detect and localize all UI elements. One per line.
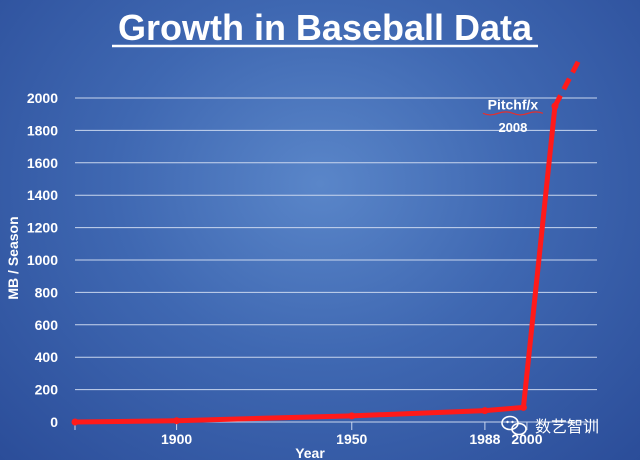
x-tick-label: 1950 <box>336 431 367 447</box>
x-tick-label: 1900 <box>161 431 192 447</box>
data-point <box>519 403 527 411</box>
annotation-label: Pitchf/x <box>488 96 539 112</box>
data-point <box>173 417 181 425</box>
x-axis-title: Year <box>295 445 325 460</box>
chart-title: Growth in Baseball Data <box>118 7 533 48</box>
series-polyline <box>72 103 558 425</box>
y-tick-label: 1800 <box>27 122 58 138</box>
y-tick-label: 1200 <box>27 220 58 236</box>
watermark-text: 数艺智训 <box>535 417 599 436</box>
y-tick-label: 0 <box>50 414 58 430</box>
data-point <box>481 407 489 415</box>
data-point <box>348 412 356 420</box>
grid-lines <box>75 97 597 423</box>
projection-line <box>552 57 582 108</box>
x-tick-labels: 1900 1950 1988 2000 <box>74 422 543 447</box>
wechat-icon <box>501 415 527 436</box>
watermark: 数艺智训 <box>501 415 599 436</box>
y-tick-label: 200 <box>35 382 59 398</box>
y-tick-label: 1600 <box>27 155 58 171</box>
y-tick-label: 1000 <box>27 252 58 268</box>
y-tick-label: 600 <box>35 317 59 333</box>
y-tick-label: 2000 <box>27 90 58 106</box>
y-axis-title: MB / Season <box>5 216 21 299</box>
y-tick-label: 800 <box>35 284 59 300</box>
annotation-underline <box>482 111 544 116</box>
series-line <box>71 57 582 426</box>
x-tick-label: 1988 <box>469 431 500 447</box>
data-point <box>71 418 79 426</box>
annotations: Pitchf/x 2008 <box>482 96 544 135</box>
y-tick-label: 1400 <box>27 187 58 203</box>
y-tick-labels: 0 200 400 600 800 1000 1200 1400 1600 1800 2000 <box>27 90 58 430</box>
annotation-label: 2008 <box>498 120 527 135</box>
y-tick-label: 400 <box>35 349 59 365</box>
